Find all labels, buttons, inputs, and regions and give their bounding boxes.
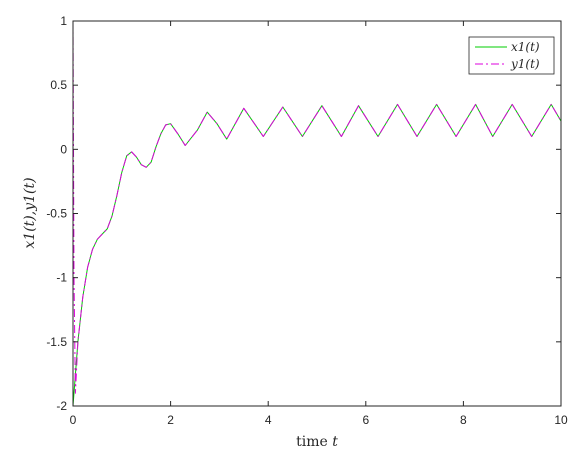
x-tick-label: 8 (460, 413, 467, 427)
series-lines (72, 20, 562, 407)
plot-area (73, 21, 561, 406)
x-tick-label: 6 (362, 413, 369, 427)
y-tick-label: 1 (60, 14, 67, 28)
y-axis-ticks: -2 -1.5 -1 -0.5 0 0.5 1 (46, 14, 561, 413)
x-axis-label: time t (296, 434, 338, 450)
x-tick-label: 2 (167, 413, 174, 427)
x-tick-label: 0 (70, 413, 77, 427)
x-tick-label: 10 (554, 413, 568, 427)
y-tick-label: 0 (60, 142, 67, 156)
y-axis-label: x1(t),y1(t) (22, 177, 38, 248)
legend-label-y1: y1(t) (510, 57, 540, 71)
y-tick-label: 0.5 (50, 78, 67, 92)
x-tick-label: 4 (265, 413, 272, 427)
y-tick-label: -1 (56, 271, 67, 285)
x-axis-ticks: 0 2 4 6 8 10 (70, 21, 568, 427)
y-tick-label: -0.5 (46, 207, 67, 221)
legend-label-x1: x1(t) (511, 40, 540, 54)
y-tick-label: -1.5 (46, 335, 67, 349)
legend: x1(t) y1(t) (468, 36, 555, 75)
legend-box (468, 36, 555, 75)
y-tick-label: -2 (56, 399, 67, 413)
series-line-1 (72, 20, 562, 394)
